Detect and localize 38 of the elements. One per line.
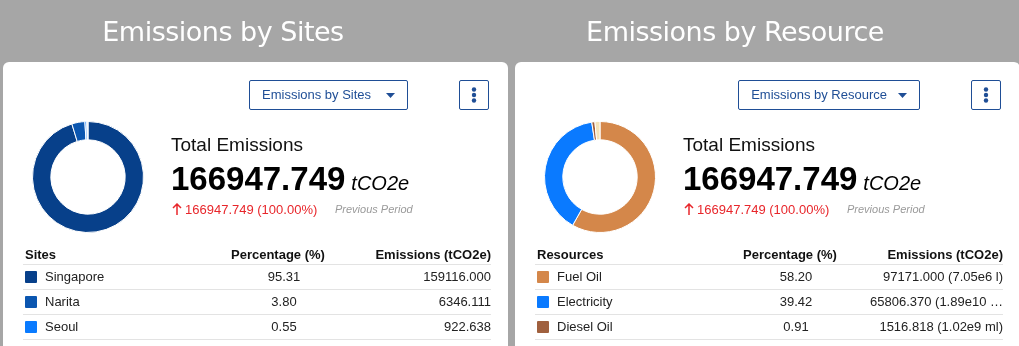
text: 166947.749 (100.00%) [185, 202, 318, 217]
text: 0.55 [270, 319, 298, 334]
legend-label: Seoul [45, 319, 79, 334]
text: tCO2e [863, 172, 922, 194]
data-label: 97171.000 (7.05e6 l) [883, 269, 1003, 284]
text: 0.91 [782, 319, 810, 334]
legend-label: Narita [45, 294, 80, 309]
text: 39.42 [778, 294, 814, 309]
text: Percentage (%) [231, 247, 325, 262]
text: tCO2e [351, 172, 410, 194]
text: Emissions by Resource [751, 87, 887, 102]
text: 95.31 [266, 269, 302, 284]
legend-label: Electricity [557, 294, 613, 309]
data-label: 159116.000 [423, 269, 491, 284]
text: 3.80 [270, 294, 298, 309]
text: 166947.749 [171, 160, 346, 197]
text: Previous Period [335, 203, 413, 215]
chart-title: Emissions by Resource [585, 16, 885, 47]
data-label: 6346.111 [438, 294, 491, 309]
data-label: 65806.370 (1.89e10 … [870, 294, 1003, 309]
text: Emissions by Sites [262, 87, 372, 102]
text: Emissions (tCO2e) [375, 247, 491, 262]
text: Emissions (tCO2e) [887, 247, 1003, 262]
chart-title: Emissions by Sites [101, 16, 345, 47]
legend-label: Diesel Oil [557, 319, 613, 334]
text: 58.20 [778, 269, 814, 284]
text: 166947.749 [683, 160, 858, 197]
text: Resources [537, 247, 604, 262]
data-label: 922.638 [444, 319, 491, 334]
text: Sites [25, 247, 57, 262]
text: Percentage (%) [743, 247, 837, 262]
data-label: 1516.818 (1.02e9 ml) [879, 319, 1003, 334]
text: Total Emissions [683, 134, 815, 156]
text: Total Emissions [171, 134, 303, 156]
legend-label: Fuel Oil [557, 269, 602, 284]
legend-label: Singapore [45, 269, 105, 284]
text: 166947.749 (100.00%) [697, 202, 830, 217]
text: Previous Period [847, 203, 925, 215]
